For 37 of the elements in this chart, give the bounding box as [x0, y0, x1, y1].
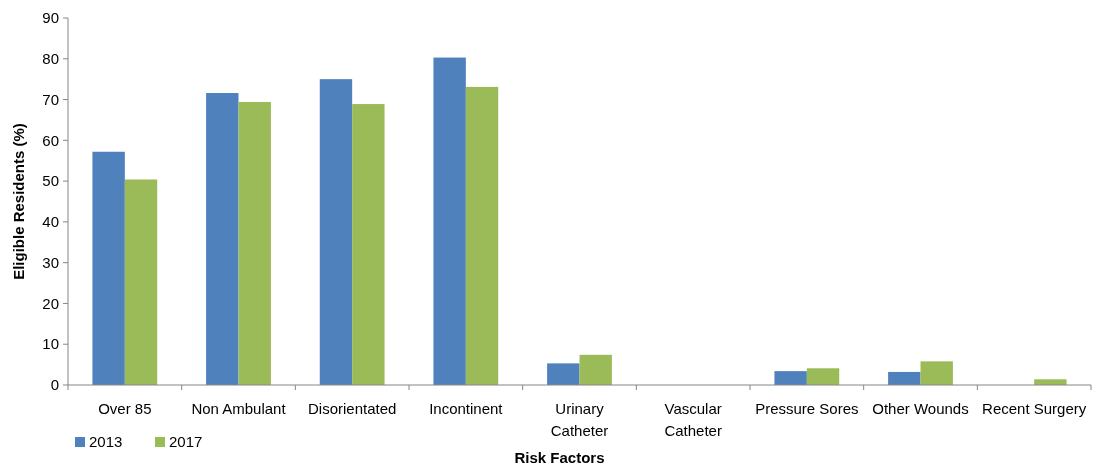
x-tick-label: Recent Surgery	[982, 400, 1087, 417]
bar	[774, 371, 807, 385]
y-tick-label: 70	[42, 90, 59, 108]
y-tick-label: 10	[42, 335, 59, 353]
y-tick-label: 0	[50, 376, 59, 394]
bar	[319, 79, 353, 385]
bar	[920, 361, 953, 385]
x-tick-label: Over 85	[98, 400, 152, 417]
x-tick-label: Other Wounds	[872, 400, 969, 417]
bar	[206, 93, 239, 385]
x-tick-label: Pressure Sores	[755, 400, 859, 417]
y-tick-label: 40	[42, 213, 59, 231]
bar	[547, 363, 580, 385]
x-tick-label: Incontinent	[429, 400, 504, 417]
y-axis-title: Eligible Residents (%)	[10, 123, 27, 280]
y-tick-label: 50	[42, 172, 59, 190]
bar	[92, 151, 125, 385]
y-tick-label: 30	[42, 253, 59, 271]
y-tick-label: 80	[42, 50, 59, 68]
legend-label: 2017	[169, 433, 203, 451]
x-tick-label: Vascular Catheter	[664, 400, 722, 439]
x-tick-label: Disorientated	[307, 400, 397, 417]
bar	[433, 57, 466, 385]
y-tick-label: 60	[42, 131, 59, 149]
legend-label: 2013	[89, 433, 123, 451]
x-tick-label: Urinary Catheter	[550, 400, 609, 439]
bar	[806, 368, 840, 385]
bar	[579, 354, 612, 385]
bar	[888, 371, 921, 385]
bar	[352, 104, 385, 385]
x-tick-label: Non Ambulant	[191, 400, 287, 417]
y-tick-label: 90	[42, 9, 59, 27]
x-axis-title: Risk Factors	[514, 449, 605, 466]
bar	[124, 179, 158, 385]
bar	[238, 102, 271, 385]
y-tick-label: 20	[42, 294, 59, 312]
bar	[465, 86, 499, 385]
